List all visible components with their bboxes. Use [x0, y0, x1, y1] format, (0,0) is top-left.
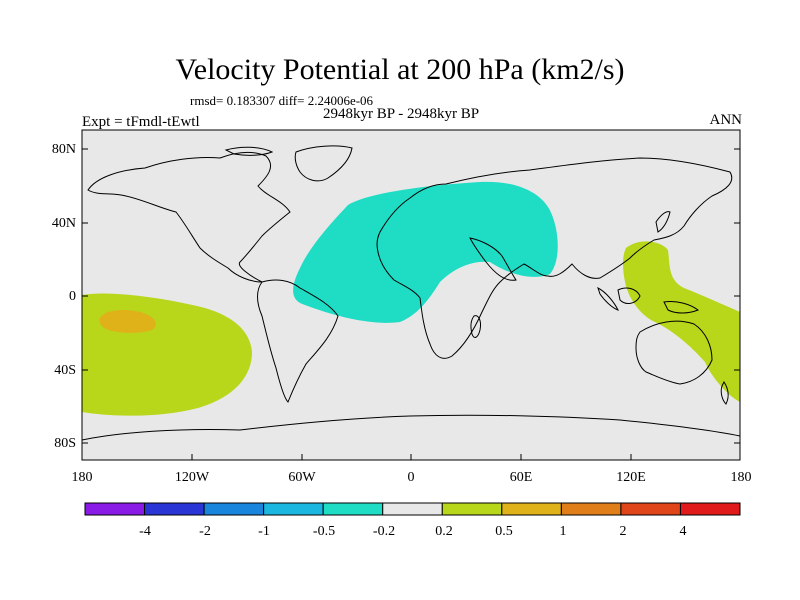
coastline-arabia	[469, 237, 517, 281]
colorbar-box	[560, 502, 622, 516]
coastline-north-america	[87, 151, 291, 283]
colorbar-label-0-2: 0.2	[435, 524, 453, 539]
strong-positive-anomaly-patch	[99, 310, 156, 333]
colorbar-box	[441, 502, 503, 516]
colorbar-label-2: 2	[619, 524, 627, 539]
colorbar-label-0-5: 0.5	[495, 524, 513, 539]
coastline-new-zealand	[720, 381, 729, 405]
chart-title: Velocity Potential at 200 hPa (km2/s)	[175, 53, 625, 86]
colorbar-label-neg4: -4	[139, 524, 151, 539]
coastlines	[81, 145, 741, 441]
colorbar-label-neg2: -2	[199, 524, 211, 539]
colorbar	[84, 502, 741, 516]
colorbar-box	[144, 502, 205, 516]
coastline-sumatra	[597, 287, 619, 311]
lon-tick-60e: 60E	[509, 470, 533, 485]
colorbar-label-1: 1	[559, 524, 567, 539]
colorbar-box	[322, 502, 384, 516]
negative-anomaly-region	[293, 181, 558, 323]
colorbar-label-neg1: -1	[258, 524, 270, 539]
coastline-australia	[635, 320, 713, 385]
colorbar-label-neg0-5: -0.5	[312, 524, 336, 539]
experiment-label: Expt = tFmdl-tEwtl	[82, 114, 200, 130]
lon-tick-120e: 120E	[616, 470, 646, 485]
lon-tick-180w: 180	[71, 470, 93, 485]
lat-tick-80n: 80N	[51, 142, 76, 157]
lon-tick-120w: 120W	[174, 470, 210, 485]
colorbar-box	[679, 502, 741, 516]
coastline-arctic-islands	[224, 146, 274, 156]
colorbar-box	[84, 502, 146, 516]
season-label: ANN	[709, 112, 743, 128]
lat-tick-80s: 80S	[54, 436, 76, 451]
coastline-madagascar	[470, 315, 481, 338]
colorbar-box	[263, 502, 324, 516]
coastline-eurasia-africa	[376, 157, 733, 359]
colorbar-label-neg0-2: -0.2	[372, 524, 396, 539]
colorbar-box	[382, 502, 443, 516]
period-label: 2948kyr BP - 2948kyr BP	[323, 106, 480, 122]
colorbar-box	[501, 502, 562, 516]
coastline-antarctica	[81, 414, 741, 441]
lon-tick-0: 0	[407, 470, 415, 485]
axis-ticks	[81, 148, 741, 460]
lon-tick-180e: 180	[730, 470, 752, 485]
lat-tick-40s: 40S	[54, 363, 76, 378]
colorbar-box	[620, 502, 681, 516]
colorbar-label-4: 4	[679, 524, 687, 539]
coastline-greenland	[294, 145, 353, 182]
coastline-borneo	[617, 287, 641, 304]
coastline-south-america	[257, 279, 339, 403]
coastline-new-guinea	[663, 301, 700, 314]
stats-line: rmsd= 0.183307 diff= 2.24006e-06	[190, 93, 374, 108]
lon-tick-60w: 60W	[288, 470, 316, 485]
coastline-japan	[655, 211, 671, 233]
lat-tick-40n: 40N	[51, 216, 76, 231]
lat-tick-0: 0	[69, 289, 76, 304]
colorbar-box	[203, 502, 265, 516]
